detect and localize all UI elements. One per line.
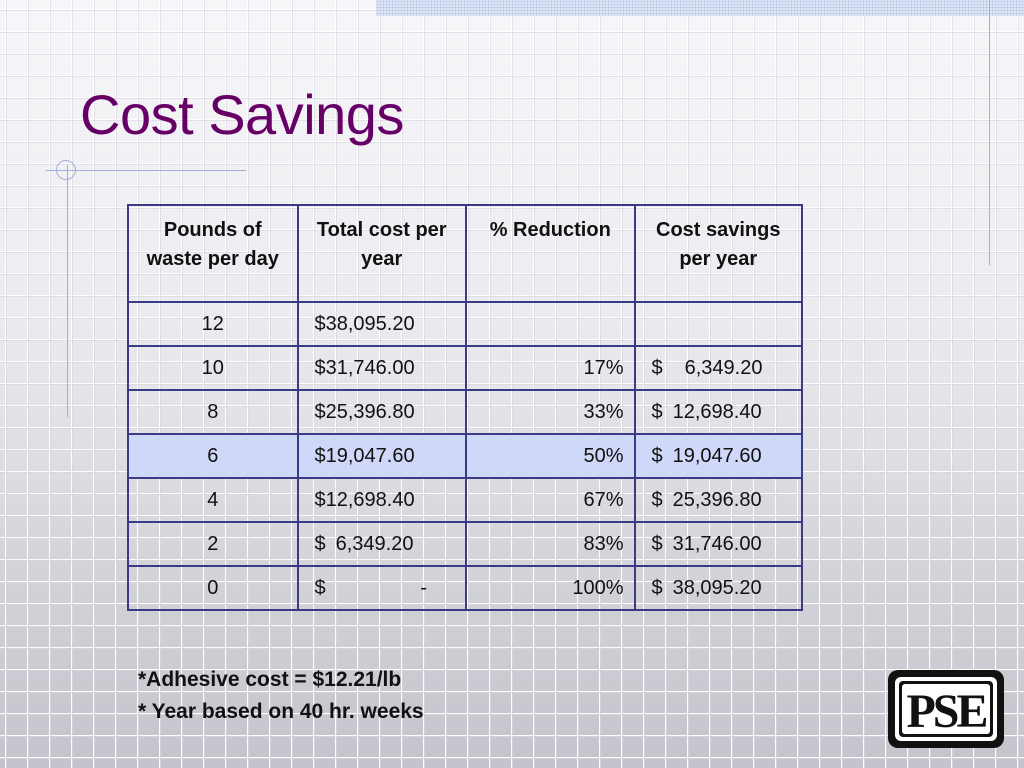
cell-cost-savings: $6,349.20 bbox=[633, 345, 803, 391]
cell-reduction: 17% bbox=[465, 345, 636, 391]
pse-logo: PSE bbox=[888, 670, 1004, 748]
cell-total-cost: $31,746.00 bbox=[296, 345, 467, 391]
cell-pounds: 2 bbox=[127, 521, 299, 567]
cell-total-cost: $38,095.20 bbox=[296, 301, 467, 347]
money-value: $31,746.00 bbox=[652, 533, 792, 556]
cell-pounds: 6 bbox=[127, 433, 299, 479]
money-value: $38,095.20 bbox=[652, 577, 792, 600]
currency-symbol: $ bbox=[651, 444, 663, 467]
amount: $19,047.60 bbox=[314, 444, 415, 467]
decorative-vertical-line-right bbox=[989, 0, 990, 265]
money-value: $6,349.20 bbox=[315, 533, 456, 556]
money-value: $6,349.20 bbox=[652, 357, 792, 380]
cell-cost-savings: $12,698.40 bbox=[633, 389, 803, 435]
table-row: 10 $31,746.00 17% $6,349.20 bbox=[127, 345, 803, 391]
cell-pounds: 8 bbox=[127, 389, 299, 435]
cell-cost-savings: $19,047.60 bbox=[633, 433, 803, 479]
money-value: $31,746.00 bbox=[315, 357, 456, 380]
money-value: $19,047.60 bbox=[315, 445, 456, 468]
amount: 31,746.00 bbox=[672, 532, 762, 555]
cost-savings-table: Pounds of waste per day Total cost per y… bbox=[127, 204, 803, 611]
currency-symbol: $ bbox=[651, 532, 663, 555]
cell-reduction: 67% bbox=[465, 477, 636, 523]
amount: $31,746.00 bbox=[314, 356, 415, 379]
currency-symbol: $ bbox=[651, 488, 663, 511]
cell-cost-savings bbox=[633, 301, 803, 347]
table-row: 2 $6,349.20 83% $31,746.00 bbox=[127, 521, 803, 567]
top-dotted-band bbox=[376, 0, 1024, 16]
cell-pounds: 4 bbox=[127, 477, 299, 523]
pse-logo-mark: PSE bbox=[895, 677, 997, 741]
table-row: 4 $12,698.40 67% $25,396.80 bbox=[127, 477, 803, 523]
amount: 6,349.20 bbox=[684, 356, 763, 379]
cell-pounds: 12 bbox=[127, 301, 299, 347]
amount: 6,349.20 bbox=[335, 532, 414, 555]
header-reduction: % Reduction bbox=[465, 204, 636, 303]
decorative-horizontal-line bbox=[46, 170, 246, 171]
cell-reduction bbox=[465, 301, 636, 347]
cell-pounds: 0 bbox=[127, 565, 299, 611]
currency-symbol: $ bbox=[651, 576, 663, 599]
amount: 19,047.60 bbox=[672, 444, 762, 467]
cell-cost-savings: $31,746.00 bbox=[633, 521, 803, 567]
cell-total-cost: $19,047.60 bbox=[296, 433, 467, 479]
slide-title: Cost Savings bbox=[80, 83, 404, 146]
cell-reduction: 100% bbox=[465, 565, 636, 611]
amount: $12,698.40 bbox=[314, 488, 415, 511]
amount: 12,698.40 bbox=[672, 400, 762, 423]
table-header: Pounds of waste per day Total cost per y… bbox=[127, 204, 803, 303]
footnote-year-basis: * Year based on 40 hr. weeks bbox=[138, 700, 424, 723]
table-row: 0 $ -100% $38,095.20 bbox=[127, 565, 803, 611]
footnote-adhesive-cost: *Adhesive cost = $12.21/lb bbox=[138, 668, 402, 691]
cell-reduction: 33% bbox=[465, 389, 636, 435]
table-row: 8 $25,396.80 33% $12,698.40 bbox=[127, 389, 803, 435]
pse-logo-text: PSE bbox=[906, 685, 986, 738]
cell-reduction: 50% bbox=[465, 433, 636, 479]
footnotes: *Adhesive cost = $12.21/lb * Year based … bbox=[138, 664, 424, 728]
currency-symbol: $ bbox=[314, 532, 326, 555]
money-value: $12,698.40 bbox=[652, 401, 792, 424]
currency-symbol: $ bbox=[651, 356, 663, 379]
amount: 25,396.80 bbox=[672, 488, 762, 511]
amount: 38,095.20 bbox=[672, 576, 762, 599]
cell-total-cost: $6,349.20 bbox=[296, 521, 467, 567]
currency-symbol: $ bbox=[651, 400, 663, 423]
money-value: $19,047.60 bbox=[652, 445, 792, 468]
money-value: $25,396.80 bbox=[315, 401, 456, 424]
table-body: 12 $38,095.20 10 $31,746.00 17% $6,349.20 8 $25… bbox=[127, 301, 803, 611]
cell-pounds: 10 bbox=[127, 345, 299, 391]
table-row: 12 $38,095.20 bbox=[127, 301, 803, 347]
header-cost-savings: Cost savings per year bbox=[633, 204, 803, 303]
money-value: $38,095.20 bbox=[315, 313, 456, 336]
header-total-cost: Total cost per year bbox=[296, 204, 467, 303]
amount: - bbox=[420, 576, 427, 599]
amount: $38,095.20 bbox=[314, 312, 415, 335]
table-row: 6 $19,047.60 50% $19,047.60 bbox=[127, 433, 803, 479]
cell-total-cost: $ - bbox=[296, 565, 467, 611]
cell-total-cost: $12,698.40 bbox=[296, 477, 467, 523]
cell-reduction: 83% bbox=[465, 521, 636, 567]
decorative-vertical-line-left bbox=[67, 165, 68, 417]
cell-total-cost: $25,396.80 bbox=[296, 389, 467, 435]
money-value: $ - bbox=[315, 577, 456, 600]
amount: $25,396.80 bbox=[314, 400, 415, 423]
header-pounds: Pounds of waste per day bbox=[127, 204, 299, 303]
money-value: $12,698.40 bbox=[315, 489, 456, 512]
cell-cost-savings: $38,095.20 bbox=[633, 565, 803, 611]
header-row: Pounds of waste per day Total cost per y… bbox=[127, 204, 803, 303]
cell-cost-savings: $25,396.80 bbox=[633, 477, 803, 523]
decorative-circle bbox=[56, 160, 76, 180]
currency-symbol: $ bbox=[314, 576, 326, 599]
money-value: $25,396.80 bbox=[652, 489, 792, 512]
